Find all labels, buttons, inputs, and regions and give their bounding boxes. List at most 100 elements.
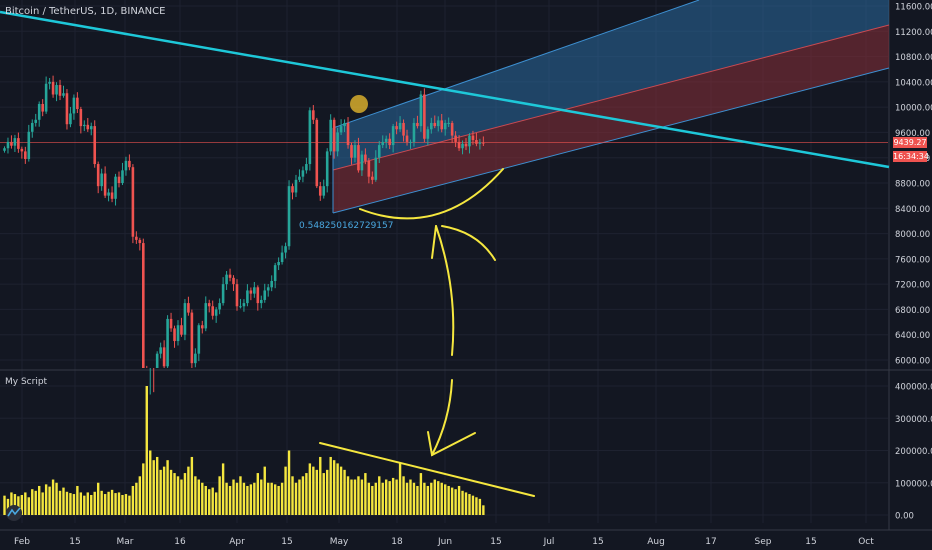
candle-body <box>239 306 242 308</box>
candle-body <box>62 93 65 96</box>
candle-body <box>423 94 426 139</box>
candle-body <box>100 173 103 187</box>
candle-body <box>364 154 367 161</box>
volume-bar <box>180 479 183 515</box>
candle-body <box>166 318 169 367</box>
volume-bar <box>357 476 360 515</box>
candle-body <box>79 109 83 127</box>
candle-body <box>357 145 360 171</box>
volume-bars <box>3 386 485 515</box>
volume-bar <box>34 490 37 515</box>
volume-bar <box>287 450 291 515</box>
candle-body <box>218 303 221 310</box>
volume-bar <box>3 495 6 515</box>
volume-bar <box>298 479 301 515</box>
time-tick-label: Apr <box>229 537 245 547</box>
volume-bar <box>121 495 124 515</box>
candle-body <box>315 119 319 187</box>
candle-body <box>284 246 287 253</box>
time-tick-label: Mar <box>117 537 134 547</box>
drawing-arrow-up-head <box>441 225 496 261</box>
candle-body <box>391 126 395 146</box>
volume-bar <box>391 477 395 515</box>
candle-body <box>89 126 93 130</box>
time-tick-label: 15 <box>281 537 292 547</box>
candle-body <box>34 119 38 123</box>
volume-bar <box>211 487 214 515</box>
candle-body <box>27 131 31 159</box>
candle-body <box>187 303 190 313</box>
volume-bar <box>308 463 312 515</box>
candle-body <box>273 265 277 281</box>
candle-body <box>270 280 273 288</box>
price-tick-label: 11600.00 <box>895 3 932 13</box>
candle-body <box>266 287 270 291</box>
volume-bar <box>426 485 430 515</box>
volume-bar <box>41 492 44 515</box>
volume-bar <box>336 463 339 515</box>
channel-value-label: 0.548250162729157 <box>299 221 394 231</box>
volume-bar <box>58 490 62 515</box>
candle-body <box>183 303 187 335</box>
candle-body <box>447 122 450 124</box>
volume-bar <box>291 476 294 515</box>
candle-body <box>44 83 48 112</box>
logo-glyph <box>7 507 21 517</box>
candle-body <box>263 290 267 300</box>
tradingview-logo <box>6 505 22 521</box>
volume-bar <box>395 479 398 515</box>
volume-bar <box>24 492 27 515</box>
volume-bar <box>145 386 148 515</box>
volume-bar <box>10 492 13 515</box>
volume-bar <box>44 484 48 515</box>
candle-body <box>377 145 381 158</box>
candle-body <box>471 135 475 141</box>
price-tick-label: 6800.00 <box>895 306 930 316</box>
volume-bar <box>371 485 374 515</box>
volume-bar <box>315 469 318 515</box>
volume-bar <box>450 487 454 515</box>
candle-body <box>24 151 27 159</box>
drawing-arrow-up-head <box>431 225 437 259</box>
candle-body <box>436 120 440 127</box>
volume-bar <box>305 473 308 515</box>
candle-body <box>350 145 353 158</box>
volume-bar <box>319 456 322 515</box>
candle-body <box>433 122 437 127</box>
volume-bar <box>90 495 93 515</box>
candle-body <box>388 138 391 146</box>
volume-bar <box>253 482 256 515</box>
volume-bar <box>385 479 388 515</box>
candle-body <box>83 124 86 127</box>
candle-body <box>346 122 350 146</box>
volume-bar <box>468 494 471 515</box>
volume-bar <box>183 473 187 515</box>
time-tick-label: Jul <box>543 537 555 547</box>
price-axis: 11600.00 11200.00 10800.00 10400.00 10000.00… <box>895 3 932 367</box>
volume-bar <box>301 476 305 515</box>
volume-bar <box>447 485 450 515</box>
price-tick-label: 8800.00 <box>895 180 930 190</box>
candle-body <box>371 176 374 180</box>
volume-bar <box>187 466 190 515</box>
candle-body <box>20 148 24 152</box>
time-tick-label: 16 <box>174 537 186 547</box>
candle-body <box>72 97 76 114</box>
volume-bar <box>378 476 381 515</box>
drawing-arrow-up-shaft <box>435 225 455 356</box>
candle-body <box>207 303 211 307</box>
candle-body <box>58 85 62 96</box>
volume-bar <box>76 485 79 515</box>
candle-body <box>384 138 388 142</box>
candle-body <box>249 290 253 294</box>
volume-bar <box>482 505 485 515</box>
volume-bar <box>249 484 253 515</box>
candle-body <box>277 262 280 266</box>
candle-body <box>41 103 44 112</box>
candle-body <box>155 353 159 368</box>
volume-bar <box>433 479 436 515</box>
volume-bar <box>322 473 325 515</box>
volume-bar <box>232 479 235 515</box>
